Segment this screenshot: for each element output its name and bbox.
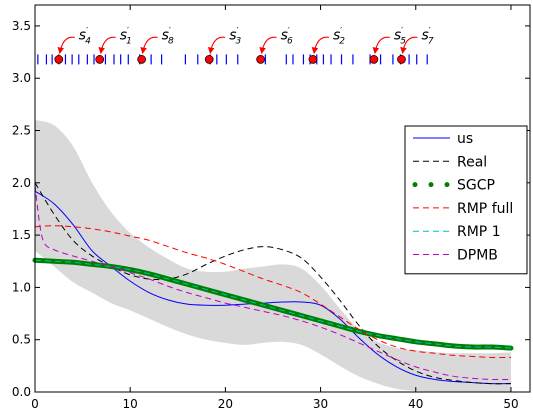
- legend-label-rmp-1: RMP 1: [457, 224, 501, 240]
- marked-point-prime: ′: [288, 26, 290, 36]
- y-tick-label: 1.0: [12, 280, 31, 294]
- marked-point-subscript: 8: [168, 36, 174, 46]
- legend-swatch-sgcp: [444, 182, 450, 188]
- marked-point-arrow: [57, 36, 75, 55]
- marked-point-label: s′ 1: [120, 26, 132, 46]
- series-line-rmp-full: [34, 225, 511, 359]
- marked-point: [54, 55, 64, 64]
- x-tick-label: 50: [503, 397, 518, 411]
- marked-point: [95, 55, 105, 64]
- x-tick-label: 0: [31, 397, 39, 411]
- marked-point-prime: ′: [340, 26, 342, 36]
- marked-point-prime: ′: [127, 26, 129, 36]
- confidence-band-layer: [35, 120, 511, 393]
- y-tick-label: 0.0: [12, 385, 31, 399]
- marked-point-label: s′ 6: [281, 26, 293, 46]
- marked-point-subscript: 4: [85, 36, 91, 46]
- legend-label-dpmb: DPMB: [457, 248, 498, 264]
- marked-points-layer: s′ 4 s′ 1 s′ 8 s′ 3 s′ 6 s′ 2 s′ 5 s′ 7: [54, 26, 434, 64]
- marked-point-arrow: [311, 36, 330, 55]
- y-tick-label: 2.5: [12, 124, 31, 138]
- confidence-band: [35, 120, 511, 393]
- legend-swatch-sgcp: [428, 182, 434, 188]
- marked-point: [256, 55, 265, 64]
- x-tick-label: 20: [218, 397, 233, 411]
- legend-label-rmp-full: RMP full: [457, 201, 513, 217]
- marked-point: [369, 55, 379, 64]
- legend: us Real SGCP RMP full RMP 1 DPMB: [404, 125, 528, 275]
- y-tick-label: 3.0: [12, 71, 31, 85]
- x-tick-label: 30: [313, 397, 328, 411]
- x-tick-label: 40: [408, 397, 423, 411]
- marked-point: [397, 55, 406, 64]
- events-layer: [37, 54, 428, 65]
- marked-point: [137, 55, 146, 64]
- ticks-layer: 0 10 20 30 40 50 0.0 0.5 1.0 1.5 2.0 2.5 3.0 3.5: [12, 5, 530, 411]
- marked-point-label: s′ 7: [421, 26, 433, 46]
- marked-point-subscript: 5: [400, 36, 406, 46]
- legend-label-sgcp: SGCP: [457, 178, 495, 194]
- legend-label-us: us: [457, 131, 473, 147]
- marked-point-subscript: 1: [126, 36, 132, 46]
- marked-point-label: s′ 8: [162, 26, 174, 46]
- marked-point-arrow: [98, 36, 116, 55]
- marked-point: [308, 55, 318, 64]
- y-tick-label: 1.5: [12, 228, 31, 242]
- marked-point-prime: ′: [401, 26, 403, 36]
- marked-point-prime: ′: [429, 26, 431, 36]
- legend-swatch-sgcp: [412, 182, 418, 188]
- marked-point-arrow: [372, 36, 390, 55]
- series-layer: [32, 182, 514, 385]
- marked-point-arrow: [400, 36, 418, 55]
- legend-label-real: Real: [457, 154, 487, 170]
- marked-point-label: s′ 4: [79, 26, 91, 46]
- y-tick-label: 3.5: [12, 19, 31, 33]
- marked-point-prime: ′: [86, 26, 88, 36]
- marked-point-arrow: [140, 36, 158, 55]
- series-line-real: [34, 182, 511, 385]
- marked-point-subscript: 2: [339, 36, 345, 46]
- marked-point-prime: ′: [236, 26, 238, 36]
- marked-point-label: s′ 3: [229, 26, 241, 46]
- y-tick-label: 2.0: [12, 176, 31, 190]
- marked-point-prime: ′: [169, 26, 171, 36]
- marked-point-arrow: [207, 36, 226, 55]
- marked-point-label: s′ 5: [394, 26, 406, 46]
- series-line-rmp-1: [34, 259, 511, 349]
- series-line-dpmb: [34, 184, 511, 381]
- marked-point-arrow: [259, 36, 277, 55]
- marked-point-subscript: 6: [287, 36, 293, 46]
- plot-frame: [34, 4, 531, 393]
- marked-point-subscript: 3: [236, 36, 242, 46]
- legend-box: [404, 125, 528, 275]
- y-tick-label: 0.5: [12, 333, 31, 347]
- marked-point-label: s′ 2: [333, 26, 345, 46]
- marked-point-subscript: 7: [428, 36, 434, 46]
- marked-point: [204, 55, 214, 64]
- x-tick-label: 10: [123, 397, 138, 411]
